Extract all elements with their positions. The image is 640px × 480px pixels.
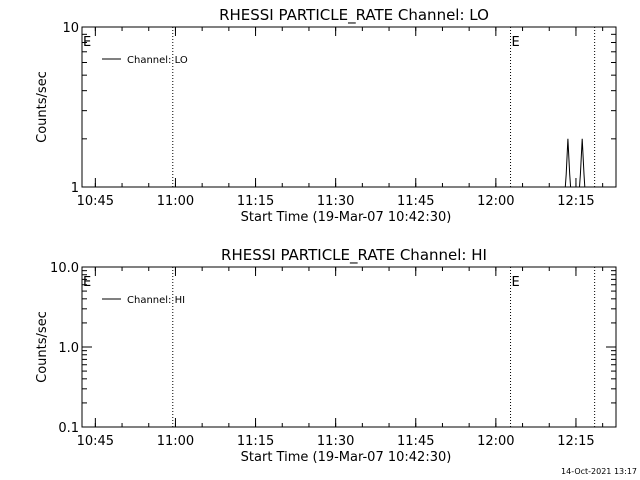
chart-title: RHESSI PARTICLE_RATE Channel: HI: [221, 246, 487, 265]
event-marker-label: E: [83, 275, 91, 290]
x-tick-label: 11:00: [157, 194, 194, 209]
x-tick-label: 10:45: [77, 194, 114, 209]
event-marker-label: E: [512, 275, 520, 290]
x-tick-label: 11:15: [237, 434, 274, 449]
x-tick-label: 11:00: [157, 434, 194, 449]
event-marker-label: E: [512, 35, 520, 50]
y-tick-label: 10.0: [50, 261, 79, 276]
y-tick-label: 0.1: [58, 421, 79, 436]
plot-frame: [81, 266, 617, 428]
x-tick-label: 12:00: [477, 194, 514, 209]
x-tick-label: 12:15: [557, 434, 594, 449]
y-axis-label: Counts/sec: [35, 311, 50, 383]
x-tick-label: 11:30: [317, 194, 354, 209]
y-tick-label: 10: [62, 21, 79, 36]
y-tick-label: 1: [71, 181, 79, 196]
x-axis-label: Start Time (19-Mar-07 10:42:30): [241, 210, 452, 225]
x-tick-label: 12:00: [477, 434, 514, 449]
footer-timestamp: 14-Oct-2021 13:17: [561, 467, 637, 476]
x-tick-label: 11:15: [237, 194, 274, 209]
plot-hi: RHESSI PARTICLE_RATE Channel: HI 0.1 1.0 10…: [35, 246, 617, 465]
y-axis-label: Counts/sec: [35, 71, 50, 143]
legend-label: Channel: HI: [127, 295, 185, 306]
x-axis-label: Start Time (19-Mar-07 10:42:30): [241, 450, 452, 465]
x-tick-label: 12:15: [557, 194, 594, 209]
data-series-line: [564, 138, 586, 188]
legend-label: Channel: LO: [127, 55, 188, 66]
y-tick-label: 1.0: [58, 341, 79, 356]
plot-frame: [81, 26, 617, 188]
plot-lo: RHESSI PARTICLE_RATE Channel: LO 1 10 Count…: [35, 6, 617, 225]
x-tick-label: 11:30: [317, 434, 354, 449]
x-tick-label: 11:45: [397, 194, 434, 209]
x-tick-label: 11:45: [397, 434, 434, 449]
event-marker-label: E: [83, 35, 91, 50]
chart-title: RHESSI PARTICLE_RATE Channel: LO: [219, 6, 489, 25]
x-tick-label: 10:45: [77, 434, 114, 449]
